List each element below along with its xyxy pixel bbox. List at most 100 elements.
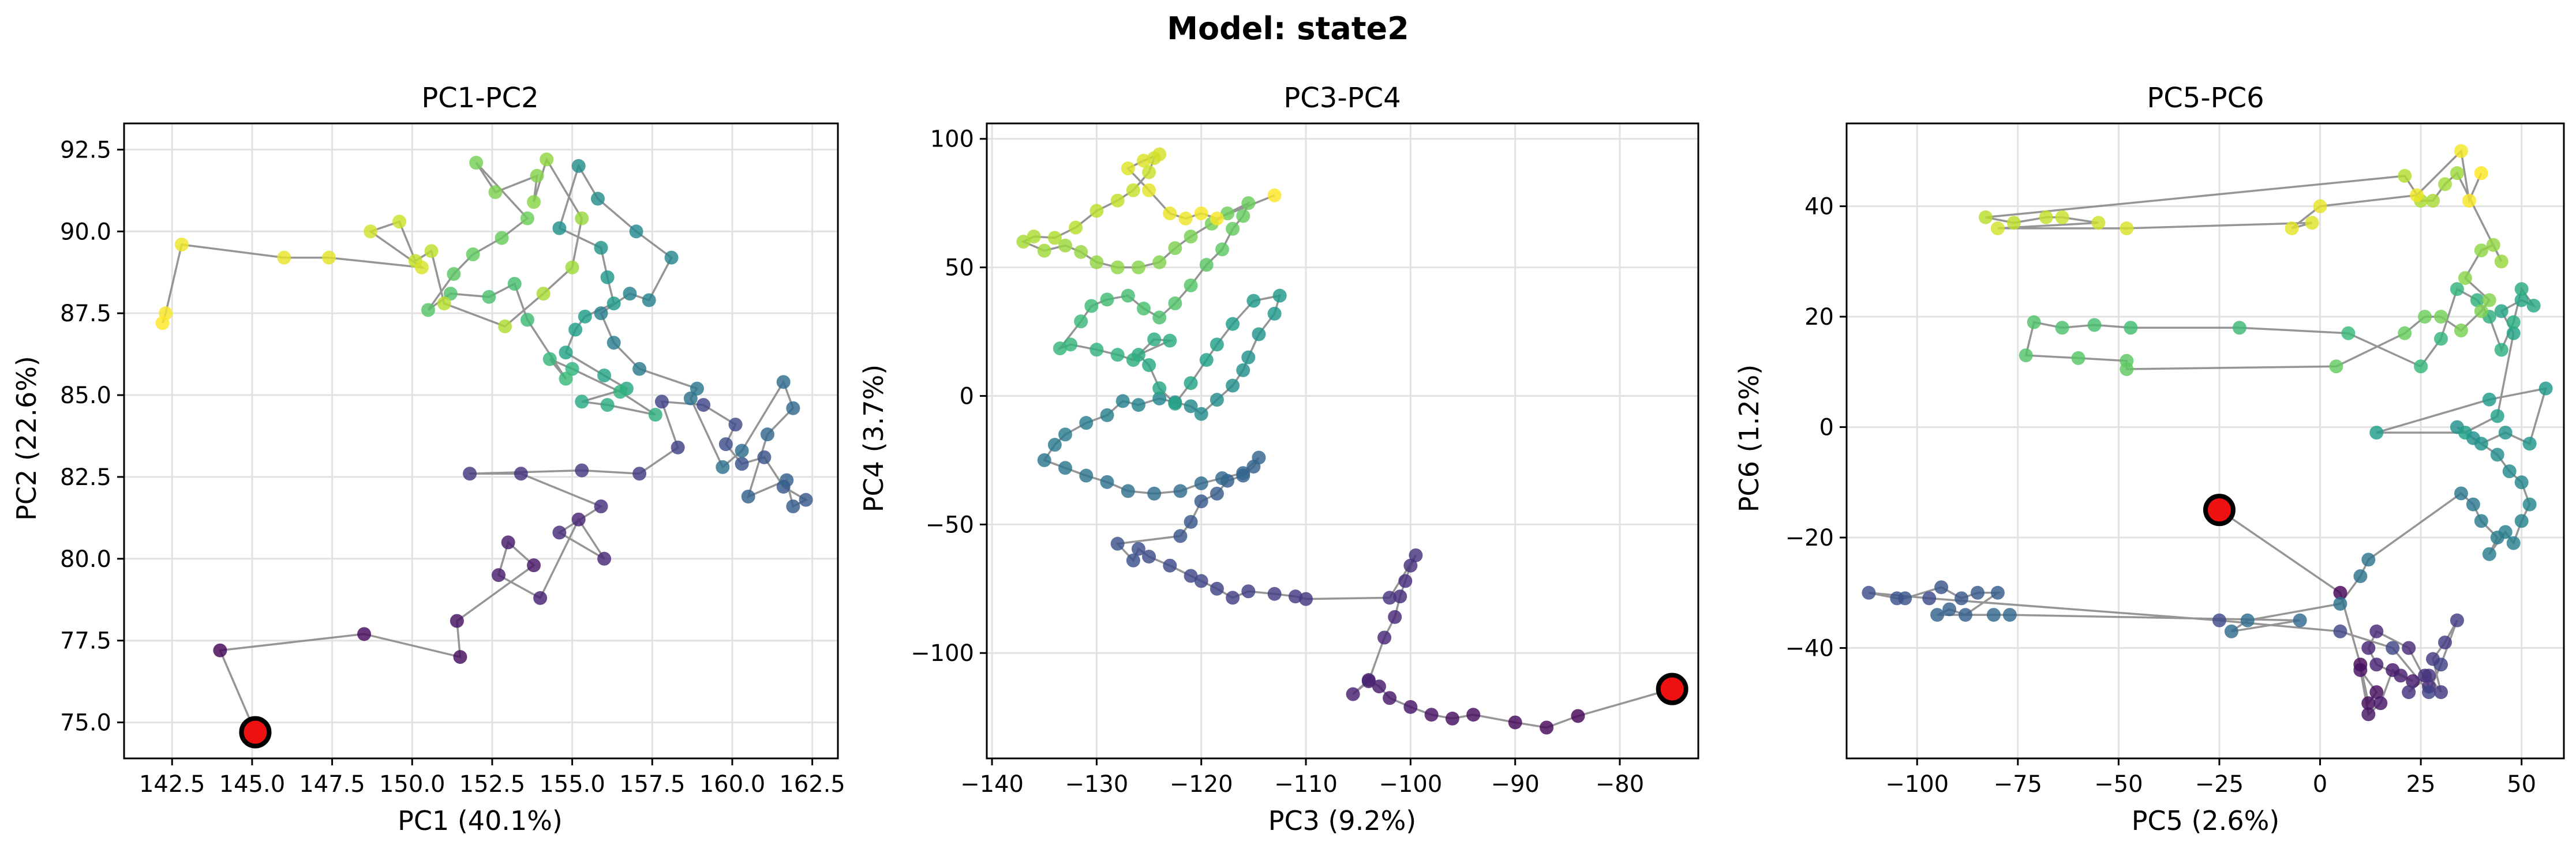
data-point — [2466, 497, 2480, 512]
trajectory-line — [161, 157, 808, 733]
x-tick-label: −110 — [1274, 771, 1338, 798]
data-point — [1930, 608, 1945, 622]
x-tick-label: 157.5 — [619, 771, 686, 798]
data-point — [2124, 321, 2138, 335]
data-point — [2526, 298, 2541, 313]
data-point — [1184, 376, 1198, 390]
data-point — [2438, 177, 2452, 191]
x-tick-label: −80 — [1596, 771, 1644, 798]
data-point — [2454, 486, 2468, 501]
data-point — [501, 535, 515, 550]
y-tick-label: 80.0 — [60, 546, 111, 573]
data-point — [2418, 310, 2432, 324]
data-point — [568, 322, 583, 337]
x-tick-label: 152.5 — [459, 771, 526, 798]
data-point — [1126, 553, 1140, 568]
data-point — [469, 156, 484, 170]
data-point — [799, 493, 813, 507]
data-point — [2482, 547, 2496, 561]
data-point — [2434, 657, 2448, 672]
data-point — [1398, 574, 1413, 588]
data-point — [488, 185, 503, 200]
axes-frame — [123, 122, 839, 760]
data-point — [1131, 398, 1145, 412]
data-point — [2369, 657, 2384, 672]
data-point — [2329, 359, 2343, 374]
data-point — [2305, 216, 2319, 230]
data-point — [2506, 536, 2521, 550]
data-point — [1194, 407, 1208, 421]
data-point — [1236, 466, 1250, 480]
data-point — [1168, 296, 1182, 311]
data-point — [1142, 550, 1156, 564]
trajectory-line — [1021, 153, 1673, 729]
x-tick-label: −120 — [1170, 771, 1233, 798]
data-point — [1210, 393, 1224, 407]
data-point — [1053, 341, 1067, 356]
data-point — [542, 352, 557, 366]
x-tick-label: −50 — [2094, 771, 2143, 798]
data-point — [1990, 585, 2005, 600]
data-point — [1252, 450, 1266, 465]
data-point — [2313, 199, 2327, 213]
data-point — [414, 260, 429, 275]
data-point — [1236, 363, 1250, 377]
data-point — [364, 224, 378, 239]
data-point — [1393, 589, 1407, 604]
data-point — [1047, 438, 1062, 452]
data-point — [559, 345, 573, 360]
data-point — [2232, 321, 2246, 335]
data-point — [1074, 314, 1088, 329]
data-point — [642, 293, 656, 307]
data-point — [575, 463, 589, 478]
data-point — [2019, 348, 2033, 363]
data-point — [786, 499, 800, 514]
data-point — [606, 336, 621, 350]
x-tick-label: 155.0 — [539, 771, 605, 798]
data-point — [1147, 332, 1162, 347]
data-point — [450, 614, 464, 628]
y-tick-label: 40 — [1804, 194, 1834, 220]
data-point — [2398, 168, 2412, 183]
data-point — [1288, 589, 1302, 604]
data-point — [1220, 206, 1235, 221]
data-point — [716, 460, 730, 474]
data-point — [2353, 663, 2368, 677]
data-point — [776, 375, 791, 389]
data-point — [1466, 708, 1481, 722]
data-point — [2522, 497, 2537, 512]
data-point — [213, 643, 227, 657]
data-point — [2522, 437, 2537, 451]
subplot-title: PC3-PC4 — [1283, 82, 1401, 114]
data-point — [437, 296, 451, 311]
data-point — [780, 473, 794, 487]
data-point — [1267, 306, 1282, 321]
data-point — [1272, 288, 1287, 303]
data-point — [690, 381, 704, 396]
data-point — [482, 290, 496, 304]
data-point — [2490, 409, 2504, 423]
data-point — [1210, 486, 1224, 501]
data-point — [2474, 437, 2488, 451]
data-point — [1236, 209, 1250, 223]
data-point — [594, 499, 608, 514]
data-point — [654, 394, 669, 409]
x-tick-label: −75 — [1994, 771, 2042, 798]
data-point — [1142, 358, 1156, 373]
data-point — [2120, 221, 2134, 235]
data-point — [2353, 569, 2368, 584]
data-point — [1037, 453, 1051, 467]
data-point — [1372, 679, 1386, 694]
data-point — [1194, 494, 1208, 509]
data-point — [1990, 221, 2005, 235]
data-point — [2458, 426, 2472, 440]
data-point — [2240, 613, 2255, 627]
data-point — [447, 267, 461, 281]
data-point — [1168, 241, 1182, 255]
data-point — [2402, 685, 2416, 700]
x-axis-label: PC5 (2.6%) — [2132, 805, 2280, 836]
data-point — [2498, 426, 2513, 440]
data-point — [2490, 448, 2504, 462]
data-point — [2538, 381, 2553, 396]
